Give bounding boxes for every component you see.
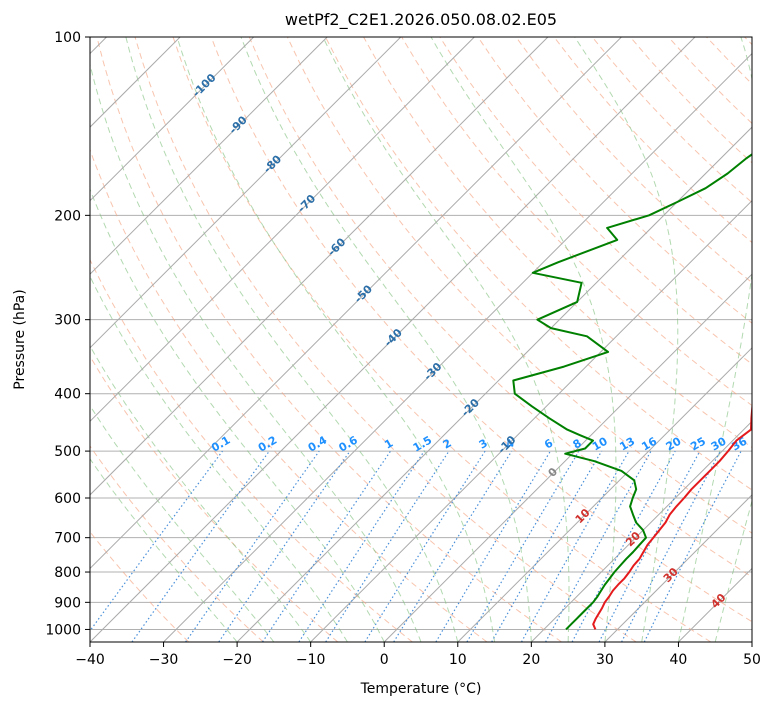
y-tick-label: 900 bbox=[54, 595, 81, 611]
thermo-background-lines bbox=[90, 37, 752, 642]
moist-adiabat-line bbox=[90, 457, 238, 642]
x-tick-label: 10 bbox=[449, 652, 467, 668]
chart-title: wetPf2_C2E1.2026.050.08.02.E05 bbox=[285, 10, 557, 30]
dry-adiabat-line bbox=[286, 37, 752, 534]
moist-adiabat-line bbox=[240, 37, 532, 642]
dry-adiabat-line bbox=[90, 445, 264, 642]
y-tick-label: 500 bbox=[54, 444, 81, 460]
isotherm-line bbox=[530, 420, 752, 642]
moist-adiabat-line bbox=[90, 404, 275, 642]
moist-adiabat-line bbox=[322, 37, 570, 642]
isotherm-line bbox=[90, 37, 402, 349]
x-tick-label: −10 bbox=[296, 652, 326, 668]
mixing-ratio-line bbox=[393, 450, 513, 642]
isotherm-line bbox=[383, 273, 752, 642]
dry-adiabat-line bbox=[172, 37, 712, 642]
isotherm-line bbox=[310, 199, 752, 642]
dry-adiabat-line bbox=[90, 355, 339, 642]
dry-adiabat-line bbox=[248, 37, 752, 578]
isotherm-line bbox=[90, 37, 328, 275]
isotherm-line bbox=[90, 37, 475, 423]
x-axis: −40 −30 −20 −10 0 10 20 30 40 50 bbox=[75, 642, 761, 668]
moist-adiabat-line bbox=[176, 37, 496, 642]
moist-adiabat-line bbox=[125, 37, 459, 642]
moist-adiabat-line bbox=[677, 37, 752, 642]
x-tick-label: 0 bbox=[380, 652, 389, 668]
y-axis: 100 200 300 400 500 600 700 800 900 1000 bbox=[45, 30, 90, 638]
y-tick-label: 700 bbox=[54, 531, 81, 547]
plot-frame bbox=[89, 36, 753, 643]
y-tick-label: 200 bbox=[54, 208, 81, 224]
y-tick-label: 1000 bbox=[45, 622, 81, 638]
dry-adiabat-line bbox=[96, 37, 562, 642]
mixing-ratio-line bbox=[520, 450, 630, 642]
isotherm-line bbox=[90, 37, 622, 570]
moist-adiabat-line bbox=[430, 37, 617, 642]
moist-adiabat-line bbox=[90, 188, 385, 642]
isotherm-line bbox=[604, 494, 752, 642]
profile-series bbox=[512, 153, 752, 631]
y-tick-label: 100 bbox=[54, 30, 81, 46]
temperature-profile-line bbox=[592, 401, 752, 630]
moist-adiabat-line bbox=[574, 37, 679, 642]
x-tick-label: 20 bbox=[522, 652, 540, 668]
mixing-ratio-line bbox=[131, 450, 270, 642]
dry-adiabat-line bbox=[325, 37, 752, 491]
isotherm-line bbox=[236, 126, 752, 642]
isotherm-line bbox=[90, 37, 549, 496]
mixing-ratio-line bbox=[545, 450, 652, 642]
y-axis-title: Pressure (hPa) bbox=[12, 289, 28, 389]
y-tick-label: 300 bbox=[54, 313, 81, 329]
x-axis-title: Temperature (°C) bbox=[360, 681, 482, 697]
y-tick-label: 400 bbox=[54, 387, 81, 403]
isotherm-line bbox=[163, 52, 752, 642]
dry-adiabat-line bbox=[210, 37, 752, 623]
isotherm-line bbox=[90, 37, 696, 642]
moist-adiabat-line bbox=[90, 275, 348, 642]
y-tick-label: 600 bbox=[54, 491, 81, 507]
mixing-ratio-line bbox=[261, 450, 391, 642]
y-tick-label: 800 bbox=[54, 565, 81, 581]
mixing-ratio-line bbox=[218, 450, 351, 642]
x-tick-label: 40 bbox=[670, 652, 688, 668]
moist-adiabat-line bbox=[714, 498, 752, 642]
mixing-ratio-line bbox=[90, 450, 223, 632]
x-tick-label: −30 bbox=[149, 652, 179, 668]
mixing-ratio-line bbox=[298, 450, 425, 642]
mixing-ratio-line bbox=[325, 450, 450, 642]
dry-adiabat-line bbox=[90, 258, 413, 642]
dewpoint-profile-line bbox=[512, 153, 752, 631]
isotherm-line bbox=[457, 347, 752, 642]
x-tick-label: −40 bbox=[75, 652, 105, 668]
moist-adiabat-line bbox=[90, 62, 422, 642]
mixing-ratio-line bbox=[185, 450, 320, 642]
isotherm-line bbox=[90, 37, 255, 202]
x-tick-label: −20 bbox=[222, 652, 252, 668]
x-tick-label: 50 bbox=[743, 652, 761, 668]
x-tick-label: 30 bbox=[596, 652, 614, 668]
mixing-ratio-line bbox=[643, 450, 742, 642]
dry-adiabat-line bbox=[134, 37, 637, 642]
mixing-ratio-line bbox=[571, 450, 676, 642]
